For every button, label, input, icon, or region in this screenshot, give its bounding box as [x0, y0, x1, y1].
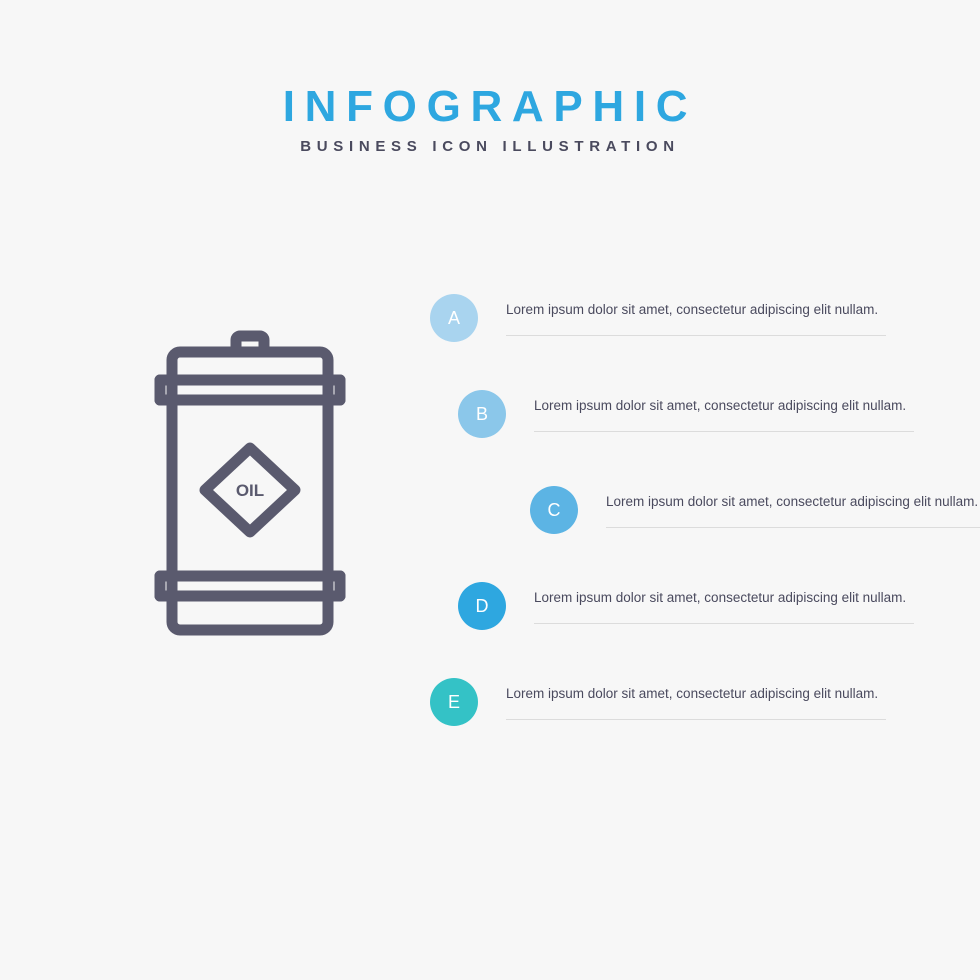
step-c: C Lorem ipsum dolor sit amet, consectetur…	[530, 486, 980, 534]
page-subtitle: BUSINESS ICON ILLUSTRATION	[0, 138, 980, 155]
page-title: INFOGRAPHIC	[0, 82, 980, 132]
step-b: B Lorem ipsum dolor sit amet, consectetur…	[458, 390, 914, 438]
content-area: OIL A Lorem ipsum dolor sit amet, consect…	[0, 280, 980, 780]
step-badge: B	[458, 390, 506, 438]
step-badge: E	[430, 678, 478, 726]
step-badge: D	[458, 582, 506, 630]
step-d: D Lorem ipsum dolor sit amet, consectetur…	[458, 582, 914, 630]
step-text: Lorem ipsum dolor sit amet, consectetur …	[534, 396, 914, 431]
oil-label: OIL	[236, 481, 264, 500]
header: INFOGRAPHIC BUSINESS ICON ILLUSTRATION	[0, 0, 980, 155]
step-text: Lorem ipsum dolor sit amet, consectetur …	[534, 588, 914, 623]
step-text: Lorem ipsum dolor sit amet, consectetur …	[606, 492, 980, 527]
step-text: Lorem ipsum dolor sit amet, consectetur …	[506, 684, 886, 719]
step-text: Lorem ipsum dolor sit amet, consectetur …	[506, 300, 886, 335]
icon-panel: OIL	[0, 280, 430, 780]
oil-barrel-icon: OIL	[150, 330, 350, 640]
steps-list: A Lorem ipsum dolor sit amet, consectetur…	[430, 280, 980, 780]
step-badge: C	[530, 486, 578, 534]
step-badge: A	[430, 294, 478, 342]
step-a: A Lorem ipsum dolor sit amet, consectetur…	[430, 294, 886, 342]
step-e: E Lorem ipsum dolor sit amet, consectetur…	[430, 678, 886, 726]
